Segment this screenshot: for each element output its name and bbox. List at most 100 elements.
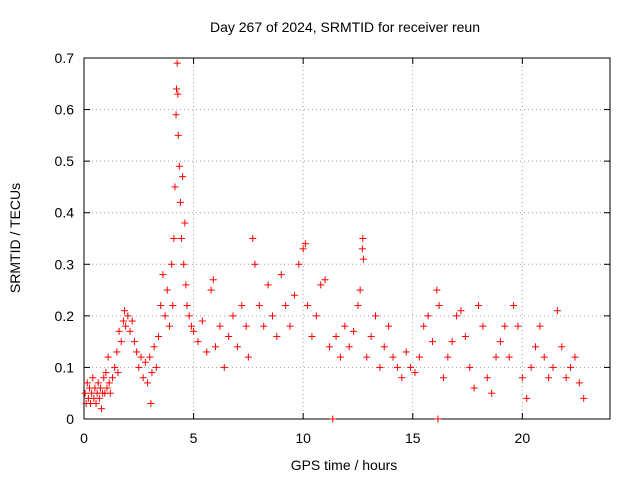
data-point [174, 131, 182, 139]
data-point [175, 162, 183, 170]
data-point [233, 343, 241, 351]
data-point [102, 369, 110, 377]
data-point [575, 379, 583, 387]
data-point [389, 353, 397, 361]
data-point [96, 384, 104, 392]
y-tick-label: 0.7 [55, 50, 75, 66]
data-point [435, 302, 443, 310]
data-point [225, 332, 233, 340]
data-point [345, 343, 353, 351]
data-point [354, 302, 362, 310]
data-point [466, 363, 474, 371]
data-point [106, 389, 114, 397]
data-point [317, 281, 325, 289]
data-point [198, 317, 206, 325]
data-point [163, 286, 171, 294]
data-point [150, 343, 158, 351]
data-point [148, 369, 156, 377]
data-point [98, 405, 106, 413]
grid [84, 58, 610, 419]
data-point [424, 312, 432, 320]
data-point [540, 353, 548, 361]
data-point [203, 348, 211, 356]
data-point [159, 271, 167, 279]
data-point [295, 260, 303, 268]
data-point [308, 332, 316, 340]
data-point [475, 302, 482, 310]
data-point [439, 374, 447, 382]
data-point [114, 369, 122, 377]
data-point [244, 353, 252, 361]
y-axis-label: SRMTID / TECUs [7, 183, 23, 293]
data-point [514, 322, 522, 330]
data-point [580, 394, 588, 402]
data-point [115, 327, 123, 335]
data-point [444, 353, 452, 361]
data-point [332, 332, 340, 340]
data-point [169, 302, 177, 310]
data-point [190, 327, 198, 335]
x-tick-label: 10 [295, 430, 311, 446]
data-point [100, 374, 108, 382]
data-point [209, 276, 217, 284]
data-point [128, 317, 136, 325]
data-point [181, 219, 189, 227]
data-point [105, 379, 113, 387]
data-point [470, 384, 478, 392]
data-point [393, 363, 401, 371]
data-point [301, 240, 309, 248]
data-point [168, 260, 176, 268]
data-point [178, 235, 186, 242]
data-point [273, 332, 281, 340]
data-point [242, 322, 250, 330]
data-point [558, 343, 566, 351]
data-point [95, 394, 103, 402]
data-point [448, 338, 456, 346]
data-point [141, 358, 149, 366]
data-point [130, 338, 138, 346]
data-point [249, 235, 257, 242]
x-tick-label: 20 [515, 430, 531, 446]
data-point [165, 322, 173, 330]
data-point [238, 302, 246, 310]
x-tick-label: 0 [80, 430, 88, 446]
data-point [172, 85, 180, 93]
data-point [172, 111, 180, 119]
plot-area-border [83, 57, 611, 420]
data-point [420, 322, 428, 330]
data-point [286, 322, 294, 330]
data-point [117, 338, 125, 346]
data-point [229, 312, 237, 320]
data-point [367, 332, 375, 340]
y-tick-label: 0.1 [55, 359, 75, 375]
data-point [359, 255, 367, 263]
y-tick-label: 0.6 [55, 102, 75, 118]
data-point [531, 343, 539, 351]
data-point [428, 338, 436, 346]
data-point [321, 276, 329, 284]
data-point [479, 322, 487, 330]
data-point [329, 415, 337, 423]
data-point [350, 327, 358, 335]
data-point [176, 198, 184, 206]
data-point [212, 343, 219, 351]
data-point [104, 353, 112, 361]
data-point [133, 348, 141, 356]
data-point [415, 353, 423, 361]
data-point [496, 338, 504, 346]
data-point [562, 374, 570, 382]
data-point [194, 338, 202, 346]
data-point [174, 90, 182, 98]
data-point [135, 363, 143, 371]
data-point [453, 312, 461, 320]
data-point [398, 374, 406, 382]
data-point [312, 312, 320, 320]
data-point [155, 332, 163, 340]
data-point [146, 353, 154, 361]
data-point [483, 374, 491, 382]
data-point [152, 363, 160, 371]
x-axis-ticks: 0 5 10 15 20 [80, 58, 530, 446]
data-point [220, 363, 228, 371]
data-point [371, 312, 379, 320]
data-point [111, 363, 119, 371]
